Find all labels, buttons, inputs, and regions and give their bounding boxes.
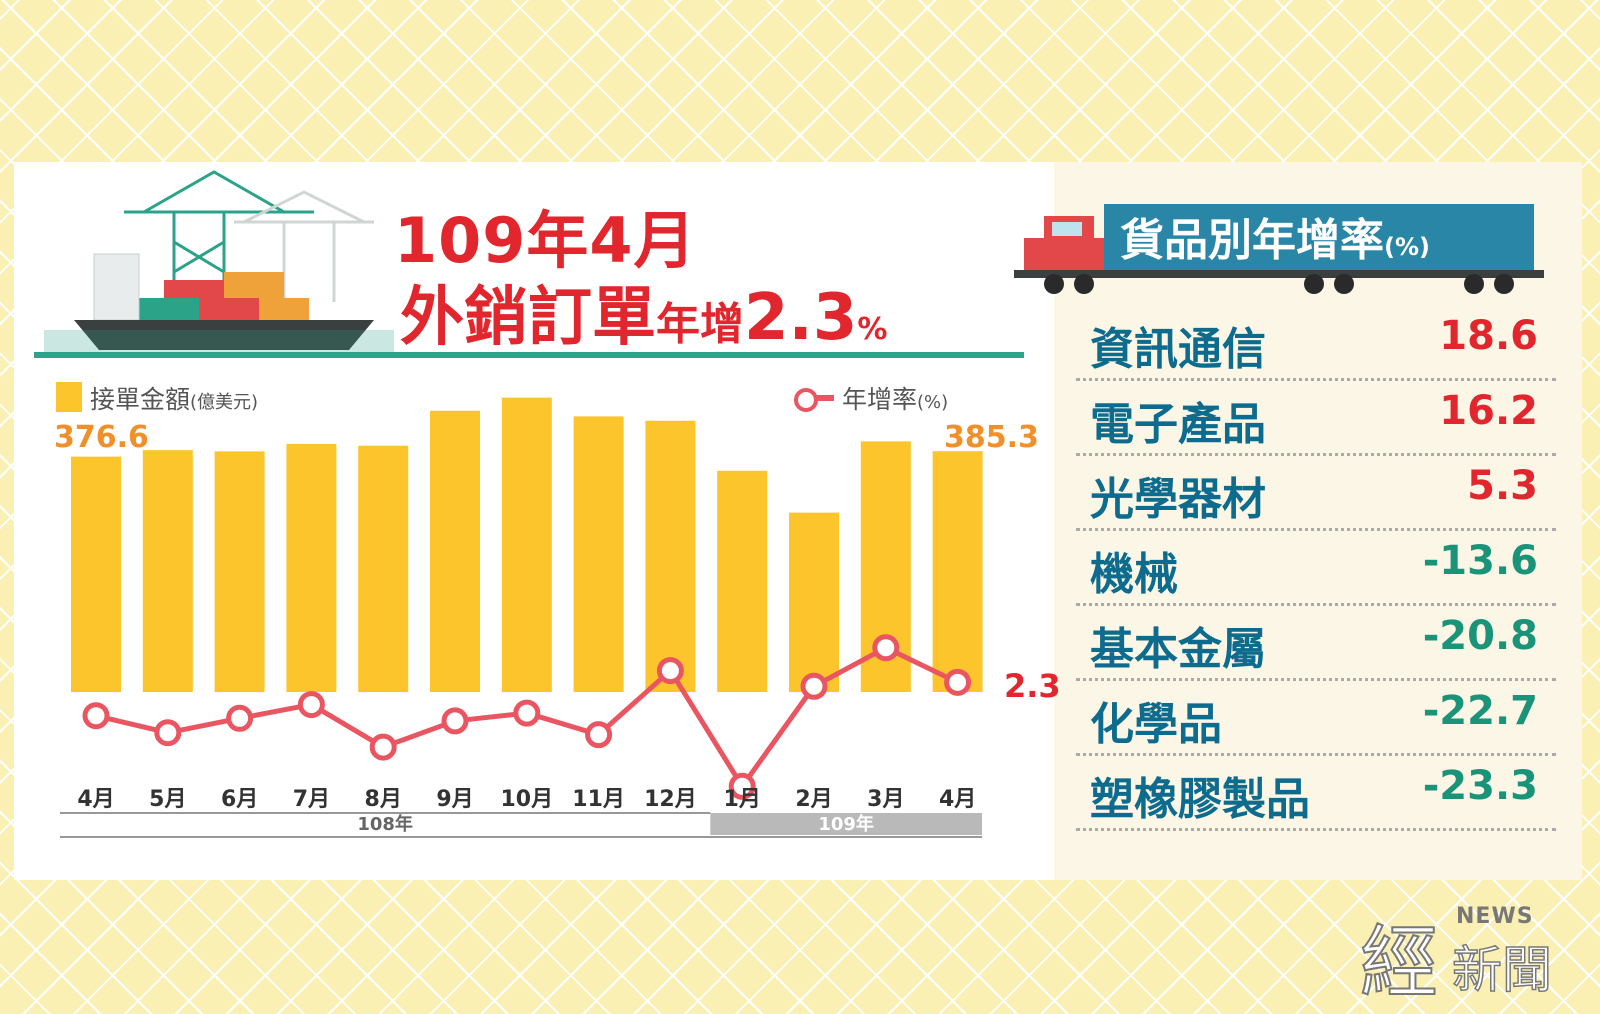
bar bbox=[501, 397, 552, 692]
category-panel-title-text: 貨品別年增率 bbox=[1120, 215, 1384, 266]
last-bar-value: 385.3 bbox=[944, 420, 1039, 455]
category-value: -13.6 bbox=[1422, 538, 1538, 584]
month-tick-label: 4月 bbox=[939, 787, 976, 812]
bar bbox=[142, 450, 193, 692]
month-tick-label: 9月 bbox=[436, 787, 473, 812]
category-value: 5.3 bbox=[1467, 463, 1538, 509]
yoy-point bbox=[585, 721, 613, 749]
first-bar-value: 376.6 bbox=[54, 420, 149, 455]
year-band-108 bbox=[60, 813, 711, 835]
category-row: 塑橡膠製品 -23.3 bbox=[1076, 755, 1556, 831]
bar bbox=[430, 410, 480, 692]
month-tick-label: 1月 bbox=[724, 787, 761, 812]
month-tick-label: 7月 bbox=[293, 787, 330, 812]
main-panel: 109年4月 外銷訂單年增2.3% 接單金額(億美元) 年增率(%) 376.6… bbox=[14, 162, 1582, 880]
ship-bridge-icon bbox=[93, 253, 140, 321]
category-label: 資訊通信 bbox=[1090, 324, 1266, 375]
title-main-text: 外銷訂單 bbox=[400, 281, 656, 355]
bar bbox=[717, 470, 768, 692]
yoy-point bbox=[441, 707, 469, 735]
category-row: 電子產品 16.2 bbox=[1076, 380, 1556, 456]
year-label-108: 108年 bbox=[357, 813, 413, 835]
category-value: 16.2 bbox=[1439, 388, 1538, 434]
yoy-point bbox=[800, 672, 828, 700]
title-small-text: 年增 bbox=[656, 299, 744, 350]
news-logo: 經 NEWS 新聞 bbox=[1359, 900, 1580, 1009]
bar bbox=[286, 443, 337, 692]
yoy-point bbox=[513, 699, 541, 727]
category-value: -20.8 bbox=[1422, 613, 1538, 659]
bar bbox=[358, 445, 409, 692]
legend-line-unit: (%) bbox=[917, 392, 949, 413]
category-label: 光學器材 bbox=[1090, 474, 1266, 525]
bar bbox=[214, 451, 265, 692]
bar bbox=[71, 456, 121, 692]
month-tick-label: 3月 bbox=[867, 787, 904, 812]
logo-news-text: NEWS bbox=[1456, 904, 1534, 929]
category-row: 化學品 -22.7 bbox=[1076, 680, 1556, 756]
month-tick-label: 10月 bbox=[500, 787, 553, 812]
yoy-point bbox=[944, 668, 972, 696]
yoy-point bbox=[728, 772, 756, 800]
legend-line-dash bbox=[816, 395, 834, 401]
category-label: 基本金屬 bbox=[1090, 624, 1266, 675]
bar bbox=[789, 512, 839, 692]
category-panel-title-unit: (%) bbox=[1384, 233, 1430, 261]
bar bbox=[573, 416, 624, 692]
yoy-point bbox=[656, 657, 684, 685]
last-yoy-value: 2.3 bbox=[1004, 667, 1061, 705]
category-label: 電子產品 bbox=[1090, 399, 1266, 450]
month-tick-label: 5月 bbox=[149, 787, 186, 812]
crane-icon bbox=[124, 170, 314, 302]
legend-line: 年增率(%) bbox=[842, 380, 948, 416]
category-row: 基本金屬 -20.8 bbox=[1076, 605, 1556, 681]
title-unit: % bbox=[857, 312, 888, 347]
containers-icon bbox=[139, 272, 309, 320]
year-label-109: 109年 bbox=[818, 813, 874, 835]
legend-bar-label: 接單金額 bbox=[90, 385, 191, 414]
yoy-point bbox=[369, 733, 397, 761]
legend-line-label: 年增率 bbox=[842, 385, 918, 414]
bar bbox=[932, 451, 983, 692]
title-main: 外銷訂單年增2.3% bbox=[400, 266, 887, 358]
month-tick-label: 6月 bbox=[221, 787, 258, 812]
category-value: -22.7 bbox=[1422, 688, 1538, 734]
category-row: 資訊通信 18.6 bbox=[1076, 305, 1556, 381]
ship-hull-icon bbox=[74, 320, 374, 350]
year-band-109 bbox=[710, 813, 982, 835]
hero-baseline bbox=[34, 352, 1024, 358]
yoy-point bbox=[226, 704, 254, 732]
yoy-point bbox=[872, 634, 900, 662]
logo-big-char: 經 bbox=[1359, 917, 1439, 1009]
bar bbox=[645, 420, 696, 692]
yoy-point bbox=[154, 719, 182, 747]
logo-small-text: 新聞 bbox=[1451, 940, 1553, 1000]
legend-bar-swatch bbox=[56, 382, 82, 412]
category-value: -23.3 bbox=[1422, 763, 1538, 809]
month-tick-label: 11月 bbox=[572, 787, 625, 812]
month-tick-label: 8月 bbox=[365, 787, 402, 812]
legend-bar-unit: (億美元) bbox=[190, 392, 259, 413]
category-panel-title: 貨品別年增率(%) bbox=[1120, 204, 1430, 268]
chart-canvas: 4月 5月 6月 7月 8月 9月 10月 11月 12月 1月 2月 3月 4月 108年 109年 bbox=[60, 397, 983, 838]
month-tick-label: 2月 bbox=[795, 787, 832, 812]
category-value: 18.6 bbox=[1439, 313, 1538, 359]
category-label: 機械 bbox=[1090, 549, 1178, 600]
title-date: 109年4月 bbox=[394, 204, 697, 277]
title-value: 2.3 bbox=[744, 281, 858, 355]
category-row: 光學器材 5.3 bbox=[1076, 455, 1556, 531]
yoy-point bbox=[82, 702, 110, 730]
category-label: 化學品 bbox=[1090, 699, 1222, 750]
category-row: 機械 -13.6 bbox=[1076, 530, 1556, 606]
yoy-point bbox=[297, 691, 325, 719]
category-label: 塑橡膠製品 bbox=[1090, 774, 1310, 825]
truck-icon bbox=[1014, 204, 1544, 294]
month-tick-label: 12月 bbox=[644, 787, 697, 812]
legend-bar: 接單金額(億美元) bbox=[90, 380, 258, 416]
month-tick-label: 4月 bbox=[77, 787, 114, 812]
